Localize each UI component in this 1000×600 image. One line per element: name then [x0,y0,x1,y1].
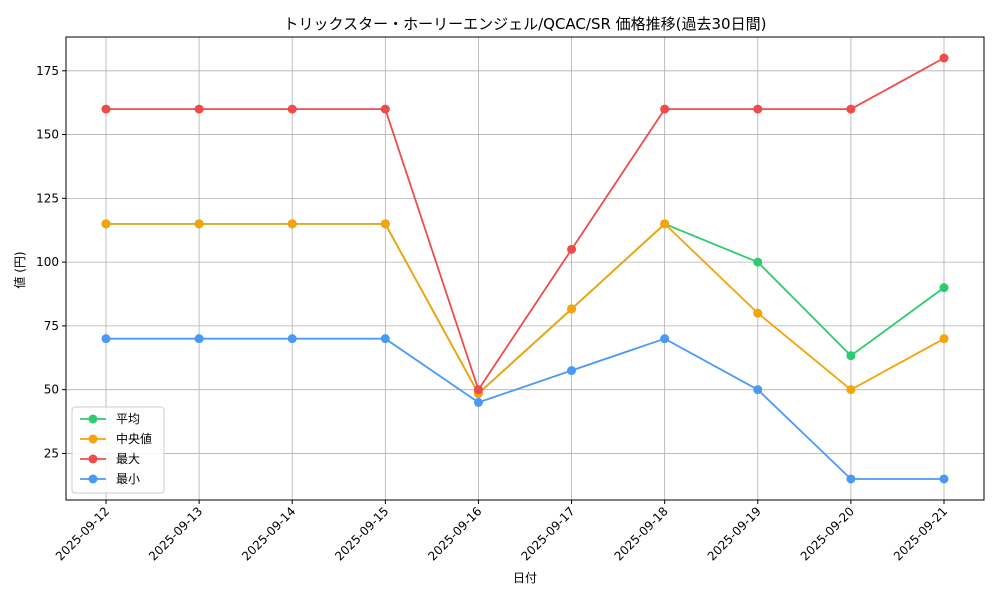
x-tick-label: 2025-09-12 [53,504,112,563]
legend-item: 中央値 [80,431,152,446]
x-tick-label: 2025-09-18 [612,504,671,563]
legend-swatch-marker [88,454,98,464]
y-tick-label: 50 [44,383,59,397]
data-point [380,104,390,114]
legend-item: 最小 [80,472,140,486]
y-tick-label: 75 [44,319,59,333]
y-tick-label: 150 [36,128,59,142]
plot-frame [65,36,985,501]
data-point [846,104,856,114]
data-point [567,304,577,314]
grid [66,37,984,500]
data-point [380,334,390,344]
y-tick-label: 125 [36,191,59,205]
series-3 [101,334,949,484]
data-point [380,219,390,229]
legend-swatch-marker [88,474,98,484]
x-tick-label: 2025-09-20 [798,504,857,563]
data-point [939,474,949,484]
chart-title: トリックスター・ホーリーエンジェル/QCAC/SR 価格推移(過去30日間) [284,15,767,33]
series-2 [101,53,949,395]
data-point [753,257,763,267]
legend-item: 最大 [80,452,140,466]
data-point [939,334,949,344]
data-point [567,366,577,376]
x-tick-label: 2025-09-15 [332,504,391,563]
legend-label: 中央値 [116,431,152,446]
data-point [473,397,483,407]
series-line [106,222,945,395]
y-tick-label: 100 [36,255,59,269]
legend-label: 最小 [116,472,140,486]
data-point [473,385,483,395]
data-point [287,104,297,114]
data-point [101,334,111,344]
data-point [660,219,670,229]
series-1 [101,219,949,398]
data-point [567,244,577,254]
data-point [939,53,949,63]
x-axis-label: 日付 [513,571,537,585]
data-point [101,104,111,114]
x-axis: 2025-09-12 2025-09-13 2025-09-14 2025-09-15… [53,500,950,563]
y-tick-label: 175 [36,64,59,78]
series-line [106,337,944,480]
data-point [194,104,204,114]
data-point [846,351,856,361]
y-axis: 25 50 75 100 125 150 175 [36,64,66,460]
x-tick-label: 2025-09-19 [705,504,764,563]
data-point [287,219,297,229]
data-point [753,385,763,395]
data-point [846,385,856,395]
data-point [194,334,204,344]
legend-item: 平均 [80,412,140,426]
series-line [106,57,945,392]
legend-swatch-marker [88,434,98,444]
data-point [846,474,856,484]
x-tick-label: 2025-09-21 [891,504,950,563]
legend-box [71,406,165,494]
x-tick-label: 2025-09-13 [146,504,205,563]
legend-swatch-marker [88,414,98,424]
data-point [753,308,763,318]
x-tick-label: 2025-09-17 [518,504,577,563]
data-point [287,334,297,344]
series-layer [101,53,949,484]
series-line [106,222,945,395]
data-point [939,283,949,293]
x-tick-label: 2025-09-14 [239,504,298,563]
data-point [753,104,763,114]
data-point [194,219,204,229]
data-point [660,334,670,344]
legend-label: 最大 [116,452,140,466]
data-point [660,104,670,114]
legend-label: 平均 [116,412,140,426]
y-tick-label: 25 [44,446,59,460]
series-0 [101,219,949,398]
data-point [101,219,111,229]
y-axis-label: 値 (円) [12,251,27,288]
x-tick-label: 2025-09-16 [425,504,484,563]
